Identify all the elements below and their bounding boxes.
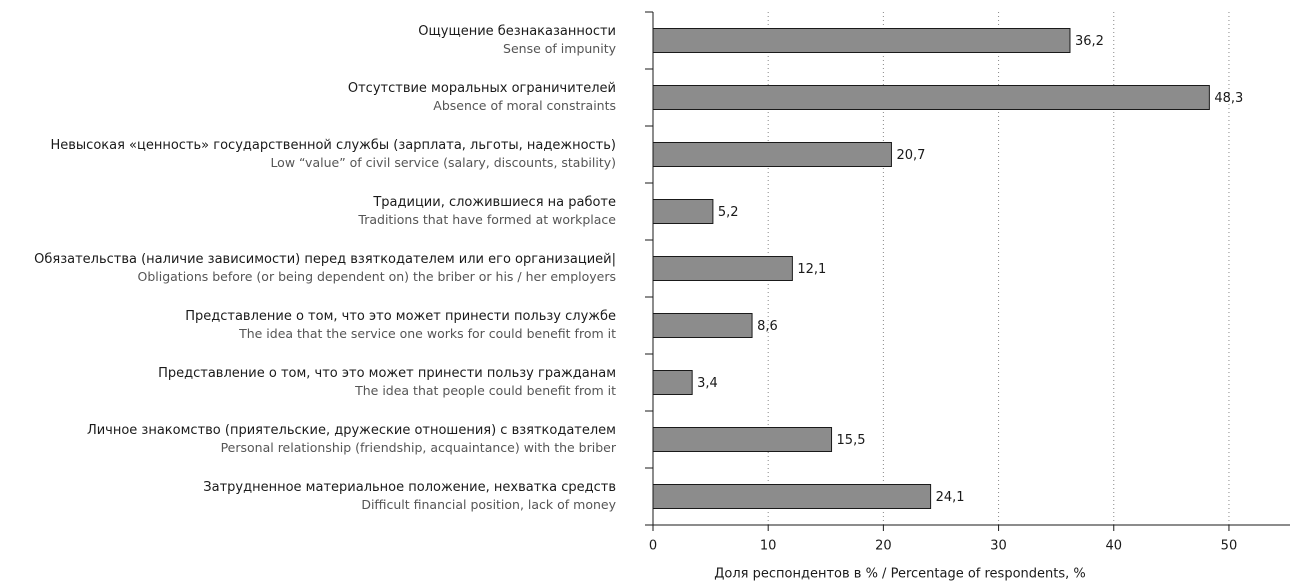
category-label: Представление о том, что это может прине… [185, 309, 616, 324]
category-label: Невысокая «ценность» государственной слу… [50, 138, 616, 153]
category-label: Личное знакомство (приятельские, дружеск… [87, 423, 616, 438]
value-label: 24,1 [936, 490, 965, 505]
category-label: Ощущение безнаказанности [418, 24, 616, 39]
category-label-en: The idea that the service one works for … [238, 326, 616, 341]
value-label: 8,6 [757, 319, 778, 334]
value-label: 36,2 [1075, 34, 1104, 49]
value-label: 5,2 [718, 205, 739, 220]
category-label-en: Difficult financial position, lack of mo… [361, 497, 616, 512]
category-label: Затрудненное материальное положение, нех… [203, 480, 616, 495]
value-label: 12,1 [797, 262, 826, 277]
category-label-en: Obligations before (or being dependent o… [137, 269, 616, 284]
value-label: 20,7 [896, 148, 925, 163]
category-label-en: Sense of impunity [503, 41, 617, 56]
x-tick-label: 40 [1105, 539, 1122, 554]
x-tick-label: 50 [1221, 539, 1238, 554]
bar [652, 28, 1071, 53]
bar [652, 313, 753, 338]
x-tick-label: 20 [875, 539, 892, 554]
category-label-en: Low “value” of civil service (salary, di… [270, 155, 616, 170]
bar [652, 85, 1210, 110]
x-tick-label: 30 [990, 539, 1007, 554]
bar [652, 484, 932, 509]
bar [652, 142, 892, 167]
value-label: 48,3 [1214, 91, 1243, 106]
category-label: Обязательства (наличие зависимости) пере… [34, 252, 616, 267]
value-label: 15,5 [837, 433, 866, 448]
category-label-en: Absence of moral constraints [433, 98, 616, 113]
category-label: Представление о том, что это может прине… [158, 366, 616, 381]
x-axis-label: Доля респондентов в % / Percentage of re… [714, 567, 1086, 581]
bar [652, 199, 714, 224]
category-label-en: The idea that people could benefit from … [354, 383, 616, 398]
value-label: 3,4 [697, 376, 718, 391]
bar [652, 427, 833, 452]
category-label-en: Personal relationship (friendship, acqua… [221, 440, 617, 455]
x-tick-label: 0 [649, 539, 657, 554]
category-label: Традиции, сложившиеся на работе [372, 195, 616, 210]
category-label: Отсутствие моральных ограничителей [348, 81, 616, 96]
x-tick-label: 10 [760, 539, 777, 554]
bar [652, 370, 693, 395]
bar [652, 256, 793, 281]
category-label-en: Traditions that have formed at workplace [357, 212, 616, 227]
